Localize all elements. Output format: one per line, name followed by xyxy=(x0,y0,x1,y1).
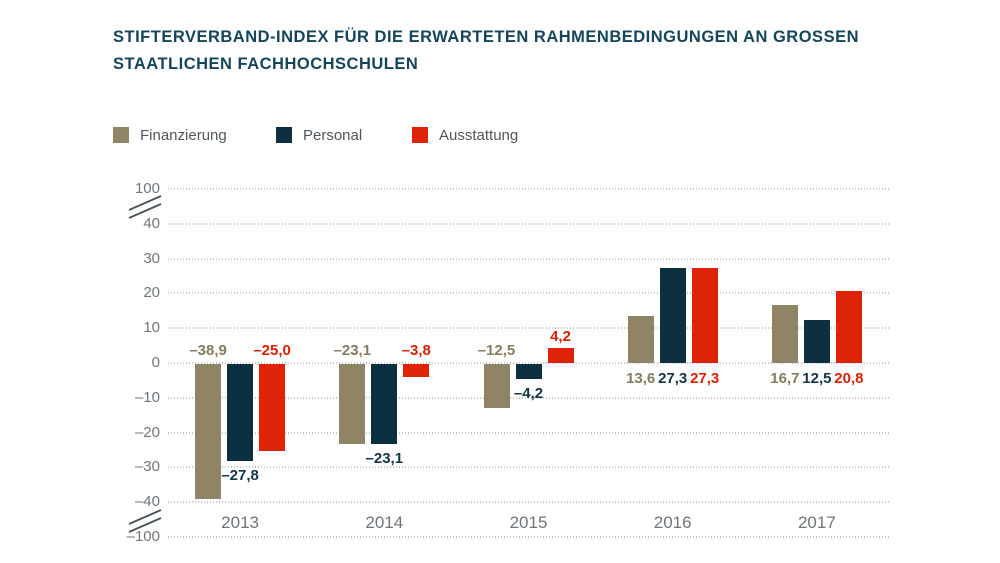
axis-break-icon xyxy=(127,506,165,539)
y-tick-label-–20: –20 xyxy=(134,423,160,441)
legend-label: Ausstattung xyxy=(439,127,519,144)
value-label-personal-2015: –4,2 xyxy=(513,384,544,402)
bar-finanzierung-2013 xyxy=(195,364,222,500)
bar-ausstattung-2016 xyxy=(691,267,718,363)
legend-swatch-icon xyxy=(276,127,292,143)
legend-swatch-icon xyxy=(113,127,129,143)
y-tick-label-–10: –10 xyxy=(134,388,160,406)
y-tick-label-10: 10 xyxy=(143,319,160,337)
value-label-finanzierung-2017: 16,7 xyxy=(770,370,800,387)
y-tick-label-–40: –40 xyxy=(134,493,160,511)
bar-ausstattung-2017 xyxy=(835,290,862,363)
value-label-finanzierung-2016: 13,6 xyxy=(626,370,656,387)
x-axis-label-2013: 2013 xyxy=(221,513,259,532)
gridline-30 xyxy=(168,257,889,260)
x-axis-label-2015: 2015 xyxy=(509,513,548,532)
gridline-40 xyxy=(168,222,889,225)
bar-ausstattung-2015 xyxy=(547,348,574,363)
value-label-ausstattung-2016: 27,3 xyxy=(690,370,720,387)
gridline-100 xyxy=(168,188,889,190)
y-tick-label-100: 100 xyxy=(134,180,160,197)
value-label-ausstattung-2017: 20,8 xyxy=(834,370,864,387)
gridline-–100 xyxy=(168,536,889,538)
gridline-10 xyxy=(168,327,889,330)
bar-finanzierung-2017 xyxy=(771,304,798,363)
gridline-–40 xyxy=(168,501,889,504)
value-label-ausstattung-2014: –3,8 xyxy=(401,342,431,359)
gridline-–20 xyxy=(168,431,889,434)
value-label-ausstattung-2015: 4,2 xyxy=(550,328,571,346)
bar-ausstattung-2014 xyxy=(403,364,430,378)
bar-personal-2016 xyxy=(659,267,686,363)
y-tick-label-–100: –100 xyxy=(126,528,160,545)
value-label-personal-2013: –27,8 xyxy=(221,466,259,484)
bar-finanzierung-2016 xyxy=(627,315,654,363)
x-axis-label-2014: 2014 xyxy=(365,513,404,532)
value-label-finanzierung-2013: –38,9 xyxy=(189,342,227,359)
legend-swatch-icon xyxy=(412,127,428,143)
chart-title-line1: STIFTERVERBAND-INDEX FÜR DIE ERWARTETEN … xyxy=(113,28,859,46)
axis-break-icon xyxy=(127,192,165,225)
bar-personal-2015 xyxy=(515,364,542,379)
value-label-personal-2016: 27,3 xyxy=(658,370,688,387)
x-axis-label-2016: 2016 xyxy=(653,513,692,532)
value-label-personal-2017: 12,5 xyxy=(802,370,832,387)
bar-ausstattung-2013 xyxy=(259,364,286,451)
gridline-–30 xyxy=(168,466,889,469)
value-label-finanzierung-2014: –23,1 xyxy=(333,342,372,359)
bar-finanzierung-2014 xyxy=(339,364,366,445)
value-label-finanzierung-2015: –12,5 xyxy=(477,342,516,359)
bar-personal-2017 xyxy=(803,319,830,363)
legend-label: Personal xyxy=(303,127,363,144)
y-tick-label-20: 20 xyxy=(143,284,160,302)
legend-label: Finanzierung xyxy=(140,127,227,144)
gridline-20 xyxy=(168,292,889,295)
gridline-0 xyxy=(168,362,889,364)
bar-finanzierung-2015 xyxy=(483,364,510,408)
y-tick-label-0: 0 xyxy=(151,354,160,371)
x-axis-label-2017: 2017 xyxy=(797,513,836,532)
chart-title: STIFTERVERBAND-INDEX FÜR DIE ERWARTETEN … xyxy=(113,24,913,78)
value-label-personal-2014: –23,1 xyxy=(365,450,404,468)
bar-personal-2013 xyxy=(227,364,254,461)
y-tick-label-30: 30 xyxy=(143,249,160,267)
value-label-ausstattung-2013: –25,0 xyxy=(253,342,291,359)
y-tick-label-–30: –30 xyxy=(134,458,160,476)
y-tick-label-40: 40 xyxy=(143,214,160,232)
gridline-–10 xyxy=(168,396,889,399)
bar-personal-2014 xyxy=(371,364,398,445)
chart-title-line2: STAATLICHEN FACHHOCHSCHULEN xyxy=(113,55,419,73)
